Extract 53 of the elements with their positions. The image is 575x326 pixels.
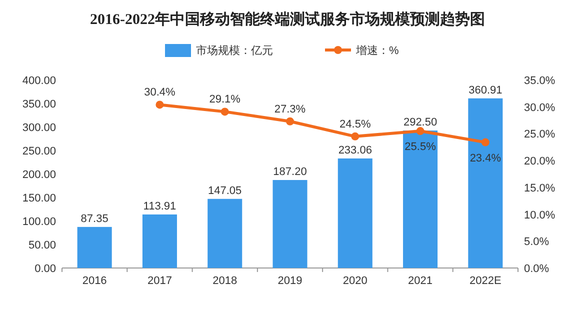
data-label: 113.91 <box>143 200 176 212</box>
chart-title: 2016-2022年中国移动智能终端测试服务市场规模预测趋势图 <box>90 10 485 28</box>
y-tick-label: 400.00 <box>22 75 56 87</box>
y2-tick-label: 5.0% <box>524 236 550 248</box>
bar <box>338 158 372 268</box>
legend-label: 增速：% <box>355 44 399 57</box>
y2-tick-label: 25.0% <box>524 128 556 141</box>
y-tick-label: 200.00 <box>22 169 56 181</box>
x-tick-label: 2022E <box>470 275 502 287</box>
bar <box>272 180 308 268</box>
y-tick-label: 50.00 <box>28 240 56 252</box>
bar <box>468 98 503 268</box>
x-tick-label: 2018 <box>212 275 238 287</box>
y-tick-label: 0.00 <box>34 263 56 275</box>
y-tick-label: 150.00 <box>22 192 56 204</box>
legend-label: 市场规模：亿元 <box>196 44 273 57</box>
data-label: 23.4% <box>470 152 502 164</box>
x-tick-label: 2019 <box>278 275 302 287</box>
data-label: 233.06 <box>338 144 372 156</box>
point <box>351 132 360 140</box>
point <box>286 117 294 126</box>
x-tick-label: 2017 <box>147 275 172 287</box>
x-tick-label: 2021 <box>408 275 433 287</box>
data-label: 360.91 <box>468 84 502 96</box>
data-label: 25.5% <box>404 141 436 154</box>
y-tick-label: 300.00 <box>22 122 56 134</box>
point <box>481 138 490 146</box>
data-label: 187.20 <box>273 166 307 178</box>
data-label: 29.1% <box>209 94 241 106</box>
data-label: 24.5% <box>340 118 371 130</box>
y2-tick-label: 10.0% <box>524 209 556 222</box>
bar <box>77 226 112 268</box>
x-tick-label: 2020 <box>342 275 368 287</box>
y-tick-label: 100.00 <box>22 216 56 228</box>
data-label: 87.35 <box>80 212 108 225</box>
y2-tick-label: 30.0% <box>524 102 556 114</box>
data-label: 27.3% <box>274 103 306 116</box>
y2-tick-label: 0.0% <box>524 263 550 275</box>
y2-tick-label: 35.0% <box>524 75 556 87</box>
point <box>156 100 164 109</box>
data-label: 147.05 <box>208 184 242 197</box>
bar <box>208 198 242 268</box>
bar <box>403 130 438 268</box>
y2-tick-label: 20.0% <box>524 156 556 168</box>
point <box>220 108 229 116</box>
data-label: 292.50 <box>403 116 438 129</box>
point <box>416 127 424 136</box>
bar <box>142 214 177 268</box>
data-label: 30.4% <box>144 86 176 99</box>
y2-tick-label: 15.0% <box>524 182 556 194</box>
y-tick-label: 250.00 <box>22 146 56 158</box>
x-tick-label: 2016 <box>82 275 107 287</box>
y-tick-label: 350.00 <box>22 98 56 110</box>
